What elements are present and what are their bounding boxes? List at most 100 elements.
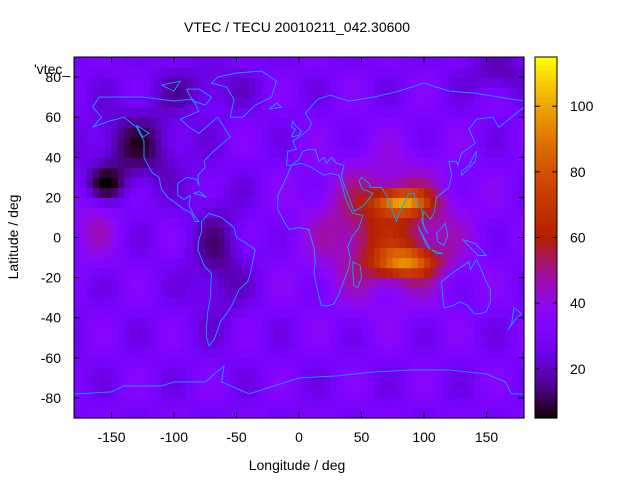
heatmap-cell <box>155 367 163 379</box>
heatmap-cell <box>174 287 181 299</box>
heatmap-cell <box>392 357 400 369</box>
heatmap-cell <box>492 277 500 289</box>
heatmap-cell <box>367 207 375 219</box>
heatmap-cell <box>274 177 281 188</box>
heatmap-cell <box>405 297 413 309</box>
heatmap-cell <box>80 267 88 279</box>
heatmap-cell <box>99 197 106 209</box>
heatmap-cell <box>274 77 281 88</box>
heatmap-cell <box>180 187 188 198</box>
heatmap-cell <box>249 137 256 148</box>
heatmap-cell <box>199 237 206 249</box>
heatmap-cell <box>80 327 88 339</box>
heatmap-cell <box>180 127 188 138</box>
heatmap-cell <box>499 137 506 148</box>
heatmap-cell <box>274 207 281 219</box>
heatmap-cell <box>317 157 325 168</box>
colorbar-segment <box>535 341 557 347</box>
heatmap-cell <box>411 397 419 409</box>
heatmap-cell <box>124 257 131 269</box>
heatmap-cell <box>274 127 281 138</box>
heatmap-cell <box>174 127 181 138</box>
heatmap-cell <box>92 67 100 78</box>
heatmap-cell <box>249 227 256 239</box>
heatmap-cell <box>130 247 138 259</box>
heatmap-cell <box>205 337 213 349</box>
heatmap-cell <box>361 377 369 389</box>
heatmap-cell <box>374 117 381 128</box>
heatmap-cell <box>330 87 338 98</box>
heatmap-cell <box>386 117 394 128</box>
heatmap-cell <box>161 117 169 128</box>
heatmap-cell <box>374 147 381 158</box>
heatmap-cell <box>499 57 506 68</box>
heatmap-cell <box>455 357 463 369</box>
heatmap-cell <box>324 237 331 249</box>
heatmap-cell <box>405 407 413 419</box>
colorbar-segment <box>535 189 557 194</box>
heatmap-cell <box>142 227 150 239</box>
heatmap-cell <box>380 257 388 269</box>
heatmap-cell <box>155 167 163 178</box>
heatmap-cell <box>355 337 363 349</box>
heatmap-cell <box>80 237 88 249</box>
heatmap-cell <box>361 127 369 138</box>
heatmap-cell <box>242 297 250 309</box>
heatmap-cell <box>399 277 406 289</box>
heatmap-cell <box>342 217 350 229</box>
heatmap-cell <box>99 217 106 229</box>
heatmap-cell <box>480 187 488 198</box>
heatmap-cell <box>255 267 263 279</box>
heatmap-cell <box>242 117 250 128</box>
heatmap-cell <box>411 257 419 269</box>
heatmap-cell <box>274 57 281 68</box>
heatmap-cell <box>361 67 369 78</box>
heatmap-cell <box>517 107 525 118</box>
heatmap-cell <box>117 67 125 78</box>
heatmap-cell <box>342 247 350 259</box>
heatmap-cell <box>330 237 338 249</box>
heatmap-cell <box>211 87 219 98</box>
heatmap-cell <box>205 257 213 269</box>
heatmap-cell <box>442 117 450 128</box>
heatmap-cell <box>280 137 288 148</box>
heatmap-cell <box>405 167 413 178</box>
heatmap-cell <box>311 267 319 279</box>
heatmap-cell <box>149 117 156 128</box>
heatmap-cell <box>505 157 513 168</box>
heatmap-cell <box>249 127 256 138</box>
heatmap-cell <box>480 197 488 209</box>
heatmap-cell <box>74 127 81 138</box>
heatmap-cell <box>492 97 500 108</box>
heatmap-cell <box>392 147 400 158</box>
heatmap-cell <box>455 307 463 319</box>
heatmap-cell <box>211 187 219 198</box>
heatmap-cell <box>205 217 213 229</box>
heatmap-cell <box>99 177 106 188</box>
heatmap-cell <box>117 207 125 219</box>
heatmap-cell <box>399 257 406 269</box>
heatmap-cell <box>74 207 81 219</box>
heatmap-cell <box>74 147 81 158</box>
heatmap-cell <box>211 57 219 68</box>
heatmap-cell <box>367 357 375 369</box>
heatmap-cell <box>242 287 250 299</box>
heatmap-cell <box>405 197 413 209</box>
heatmap-cell <box>180 377 188 389</box>
heatmap-cell <box>517 67 525 78</box>
heatmap-cell <box>517 97 525 108</box>
heatmap-cell <box>349 387 356 399</box>
heatmap-cell <box>205 317 213 329</box>
heatmap-cell <box>511 177 519 188</box>
heatmap-cell <box>180 147 188 158</box>
heatmap-cell <box>330 67 338 78</box>
heatmap-cell <box>486 387 494 399</box>
heatmap-cell <box>355 157 363 168</box>
heatmap-cell <box>280 87 288 98</box>
heatmap-cell <box>92 117 100 128</box>
heatmap-cell <box>155 227 163 239</box>
coastline <box>507 307 523 331</box>
colorbar-segment <box>535 285 557 291</box>
heatmap-cell <box>417 377 425 389</box>
heatmap-cell <box>467 117 475 128</box>
